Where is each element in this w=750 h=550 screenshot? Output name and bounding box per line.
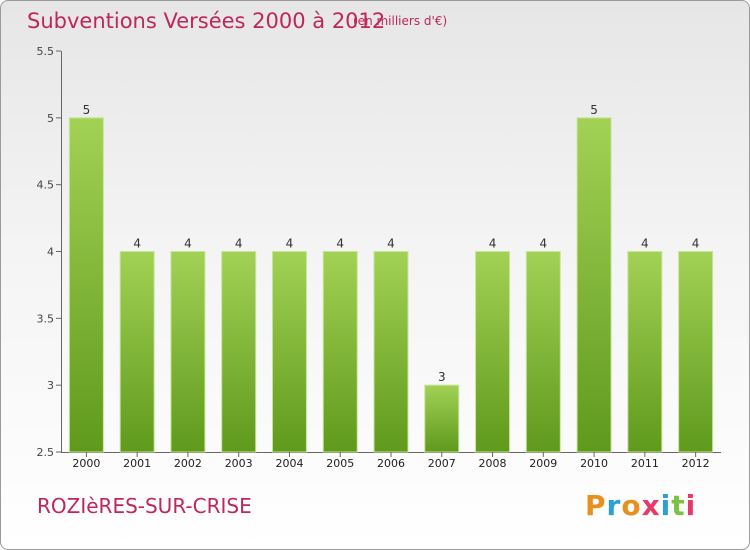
- data-label-2000: 5: [83, 103, 91, 117]
- x-tick-label-2010: 2010: [580, 457, 608, 470]
- data-label-2011: 4: [641, 237, 649, 251]
- y-tick-label: 5.5: [37, 45, 55, 58]
- bar-2003: [221, 251, 257, 453]
- bar-2010: [576, 117, 612, 453]
- bar-2009: [525, 251, 561, 453]
- x-tick-label-2008: 2008: [479, 457, 507, 470]
- bar-2006: [373, 251, 409, 453]
- logo-letter: t: [671, 489, 686, 522]
- x-tick-label-2007: 2007: [428, 457, 456, 470]
- data-label-2007: 3: [438, 370, 446, 384]
- y-tick-label: 3.5: [37, 312, 55, 325]
- x-tick-label-2003: 2003: [225, 457, 253, 470]
- y-tick-label: 5: [47, 112, 54, 125]
- x-tick-label-2004: 2004: [275, 457, 303, 470]
- chart-unit: (en milliers d'€): [353, 14, 448, 28]
- bar-2004: [271, 251, 307, 453]
- chart-title: Subventions Versées 2000 à 2012: [27, 9, 386, 33]
- bar-2000: [68, 117, 104, 453]
- data-label-2002: 4: [184, 237, 192, 251]
- logo-letter: r: [606, 489, 622, 522]
- x-tick-label-2005: 2005: [326, 457, 354, 470]
- x-tick-label-2002: 2002: [174, 457, 202, 470]
- data-label-2003: 4: [235, 237, 243, 251]
- y-tick-label: 2.5: [37, 446, 55, 459]
- y-tick-label: 4.5: [37, 179, 55, 192]
- bar-2005: [322, 251, 358, 453]
- logo-letter: i: [660, 489, 672, 522]
- data-label-2006: 4: [387, 237, 395, 251]
- logo-letter: P: [585, 489, 607, 522]
- data-label-2012: 4: [692, 237, 700, 251]
- bar-2011: [627, 251, 663, 453]
- x-tick-label-2009: 2009: [529, 457, 557, 470]
- bar-2007: [424, 384, 460, 453]
- y-ticks: 2.5 3 3.5 4 4.5 5 5.5: [37, 45, 61, 459]
- data-label-2004: 4: [286, 237, 294, 251]
- x-tick-label-2012: 2012: [682, 457, 710, 470]
- x-tick-label-2000: 2000: [72, 457, 100, 470]
- x-tick-label-2011: 2011: [631, 457, 659, 470]
- data-label-2008: 4: [489, 237, 497, 251]
- data-label-2010: 5: [590, 103, 598, 117]
- data-label-2009: 4: [539, 237, 547, 251]
- bar-2012: [678, 251, 714, 453]
- x-tick-label-2001: 2001: [123, 457, 151, 470]
- data-label-2001: 4: [133, 237, 141, 251]
- data-label-2005: 4: [336, 237, 344, 251]
- bar-2001: [119, 251, 155, 453]
- proxiti-logo[interactable]: Proxiti: [585, 489, 696, 522]
- bar-2008: [475, 251, 511, 453]
- bar-2002: [170, 251, 206, 453]
- logo-letter: x: [641, 489, 661, 522]
- x-tick-label-2006: 2006: [377, 457, 405, 470]
- y-tick-label: 3: [47, 379, 54, 392]
- logo-letter: o: [621, 489, 642, 522]
- bars: 5 2000 4 2001 4 2002 4 2003 4 2004 4 2005 4 2006 3 2007…: [68, 103, 714, 470]
- y-tick-label: 4: [47, 246, 54, 259]
- logo-letter: i: [685, 489, 697, 522]
- commune-name: ROZIèRES-SUR-CRISE: [37, 494, 252, 518]
